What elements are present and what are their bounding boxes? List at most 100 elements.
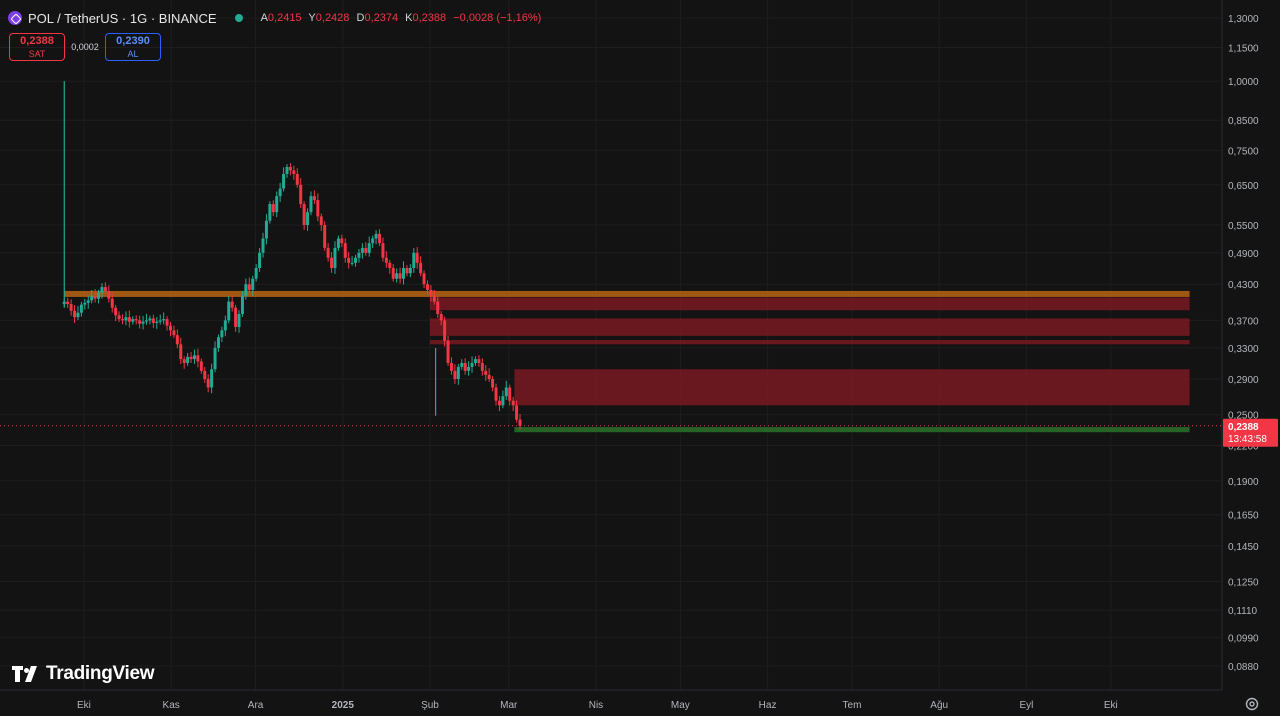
candle-body — [439, 313, 443, 321]
candle-body — [73, 310, 77, 318]
candle-body — [237, 313, 241, 327]
candle-body — [336, 238, 340, 248]
y-tick-label: 0,1650 — [1228, 511, 1259, 522]
x-tick-label: Eyl — [1019, 700, 1033, 711]
y-tick-label: 0,1250 — [1228, 578, 1259, 589]
x-tick-label: 2025 — [332, 700, 355, 711]
resistance-zone — [429, 318, 1190, 336]
candle-body — [141, 321, 145, 324]
chart-grid — [0, 0, 1222, 690]
candle-body — [340, 238, 344, 244]
candle-body — [467, 366, 471, 371]
sell-button[interactable]: 0,2388 SAT — [9, 33, 65, 61]
change-value: −0,0028 (−1,16%) — [453, 12, 542, 24]
candle-body — [295, 173, 299, 185]
candle-body — [453, 370, 457, 380]
candle-body — [470, 362, 474, 367]
candle-body — [395, 273, 399, 279]
candle-body — [432, 295, 436, 302]
sell-price: 0,2388 — [20, 35, 54, 47]
candle-body — [381, 243, 385, 258]
candle-body — [378, 233, 382, 244]
candle-body — [367, 243, 371, 253]
candle-body — [429, 289, 433, 296]
candle-body — [449, 362, 453, 371]
candle-body — [168, 325, 172, 331]
candle-body — [364, 247, 368, 253]
candle-body — [234, 307, 238, 327]
candle-body — [508, 387, 512, 401]
x-tick-label: Ağu — [930, 700, 948, 711]
candle-body — [244, 284, 248, 296]
candle-body — [145, 320, 149, 322]
candle-body — [151, 318, 155, 324]
y-tick-label: 0,4900 — [1228, 249, 1259, 260]
candle-body — [261, 238, 265, 253]
candle-body — [425, 284, 429, 290]
candle-body — [165, 319, 169, 326]
x-tick-label: Eki — [77, 700, 91, 711]
candle-body — [446, 340, 450, 363]
candle-body — [398, 273, 402, 279]
buy-button[interactable]: 0,2390 AL — [105, 33, 161, 61]
open-key: A — [260, 12, 268, 24]
low-key: D — [356, 12, 365, 24]
y-tick-label: 0,4300 — [1228, 280, 1259, 291]
candle-body — [330, 257, 334, 269]
candle-body — [463, 362, 467, 371]
open-value: 0,2415 — [267, 12, 302, 24]
low-value: 0,2374 — [364, 12, 399, 24]
candle-body — [138, 320, 142, 324]
price-axis-bg — [1222, 0, 1280, 716]
y-tick-label: 0,0990 — [1228, 634, 1259, 645]
symbol-title[interactable]: POL / TetherUS · 1G · BINANCE — [28, 10, 217, 26]
high-key: Y — [308, 12, 316, 24]
candle-body — [227, 301, 231, 321]
candle-body — [371, 238, 375, 244]
candle-body — [402, 268, 406, 279]
candle-body — [484, 370, 488, 375]
resistance-zone — [429, 340, 1190, 345]
y-tick-label: 0,1450 — [1228, 542, 1259, 553]
candles — [62, 81, 522, 430]
resistance-zone — [514, 369, 1190, 406]
pol-coin-icon — [8, 11, 22, 25]
candle-body — [155, 321, 159, 324]
candle-body — [131, 319, 135, 322]
y-tick-label: 0,1900 — [1228, 477, 1259, 488]
tradingview-logo[interactable]: TradingView — [12, 662, 155, 686]
candle-body — [282, 173, 286, 189]
candle-body — [134, 319, 138, 321]
ohlc-values: A0,2415 Y0,2428 D0,2374 K0,2388 −0,0028 … — [261, 12, 546, 24]
candle-body — [158, 320, 162, 322]
candle-body — [374, 233, 378, 239]
candle-body — [292, 170, 296, 174]
x-tick-label: Tem — [843, 700, 862, 711]
candle-body — [199, 361, 203, 371]
buy-price: 0,2390 — [116, 35, 150, 47]
candle-body — [487, 374, 491, 380]
x-tick-label: Mar — [500, 700, 518, 711]
candle-body — [312, 196, 316, 201]
y-tick-label: 0,2900 — [1228, 375, 1259, 386]
candle-body — [473, 359, 477, 363]
candle-body — [254, 268, 258, 279]
candle-body — [357, 252, 361, 258]
candle-body — [278, 188, 282, 197]
candle-body — [148, 318, 152, 321]
horizontal-level-line — [429, 290, 1190, 297]
candle-body — [213, 347, 217, 370]
settings-gear-icon[interactable] — [1244, 696, 1260, 712]
candle-body — [422, 273, 426, 285]
price-axis: 1,3000 1,1500 1,0000 0,8500 0,7500 0,6500 0,55… — [1221, 0, 1280, 716]
chart-header: POL / TetherUS · 1G · BINANCE A0,2415 Y0… — [8, 8, 545, 28]
last-price-badge — [1223, 418, 1278, 447]
candle-body — [354, 257, 358, 263]
candle-body — [121, 319, 125, 321]
candle-body — [497, 400, 501, 406]
last-price-value: 0,2388 — [1228, 422, 1259, 433]
brand-name: TradingView — [46, 663, 155, 684]
candle-body — [182, 359, 186, 363]
y-tick-label: 0,0880 — [1228, 662, 1259, 673]
